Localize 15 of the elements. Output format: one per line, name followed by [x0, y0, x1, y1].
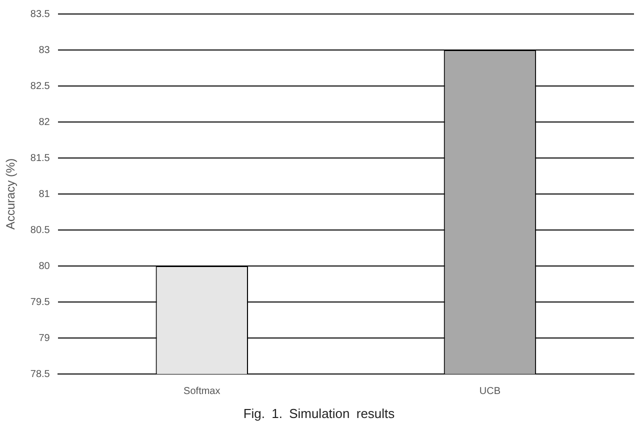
- y-tick-label: 81: [38, 188, 50, 200]
- y-tick-label: 78.5: [30, 368, 50, 380]
- y-axis-title: Accuracy (%): [4, 158, 18, 230]
- y-tick-label: 82.5: [30, 80, 50, 92]
- y-tick-label: 79: [38, 332, 50, 344]
- caption: Fig. 1. Simulation results: [242, 406, 396, 421]
- y-tick-label: 80.5: [30, 224, 50, 236]
- y-tick-label: 82: [38, 116, 50, 128]
- y-tick-label: 83.5: [30, 8, 50, 20]
- x-tick-label: UCB: [479, 386, 501, 397]
- y-tick-label: 81.5: [30, 152, 50, 164]
- y-tick-label: 83: [38, 44, 50, 56]
- x-tick-label: Softmax: [184, 386, 220, 397]
- y-tick-label: 80: [38, 260, 50, 272]
- y-tick-label: 79.5: [30, 296, 50, 308]
